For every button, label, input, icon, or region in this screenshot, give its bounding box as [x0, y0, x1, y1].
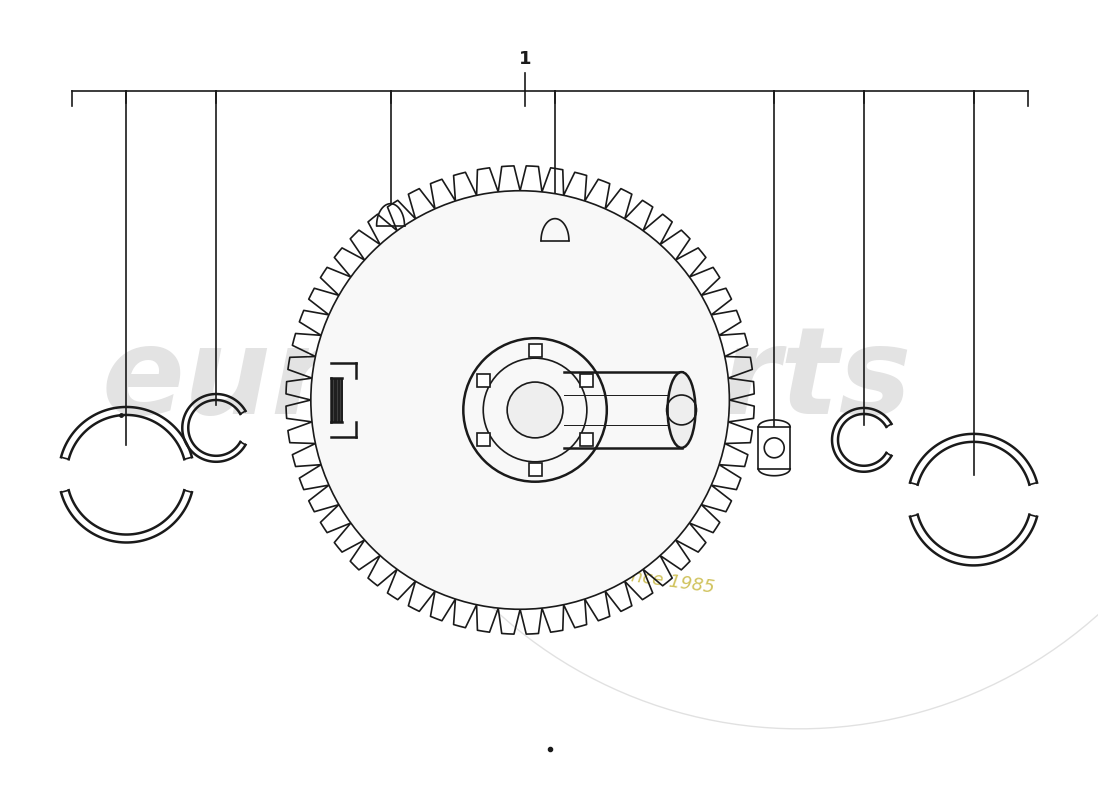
Text: a passion for parts since 1985: a passion for parts since 1985 — [444, 542, 716, 598]
Circle shape — [311, 190, 729, 610]
Text: parts: parts — [550, 322, 912, 438]
Polygon shape — [581, 374, 593, 386]
Polygon shape — [529, 344, 541, 357]
Text: euro: euro — [101, 322, 416, 438]
Polygon shape — [476, 374, 490, 386]
Polygon shape — [758, 427, 790, 469]
Text: 1: 1 — [519, 50, 531, 68]
Polygon shape — [476, 434, 490, 446]
Ellipse shape — [668, 372, 695, 448]
Circle shape — [463, 338, 607, 482]
Polygon shape — [581, 434, 593, 446]
Polygon shape — [529, 463, 541, 476]
Circle shape — [507, 382, 563, 438]
